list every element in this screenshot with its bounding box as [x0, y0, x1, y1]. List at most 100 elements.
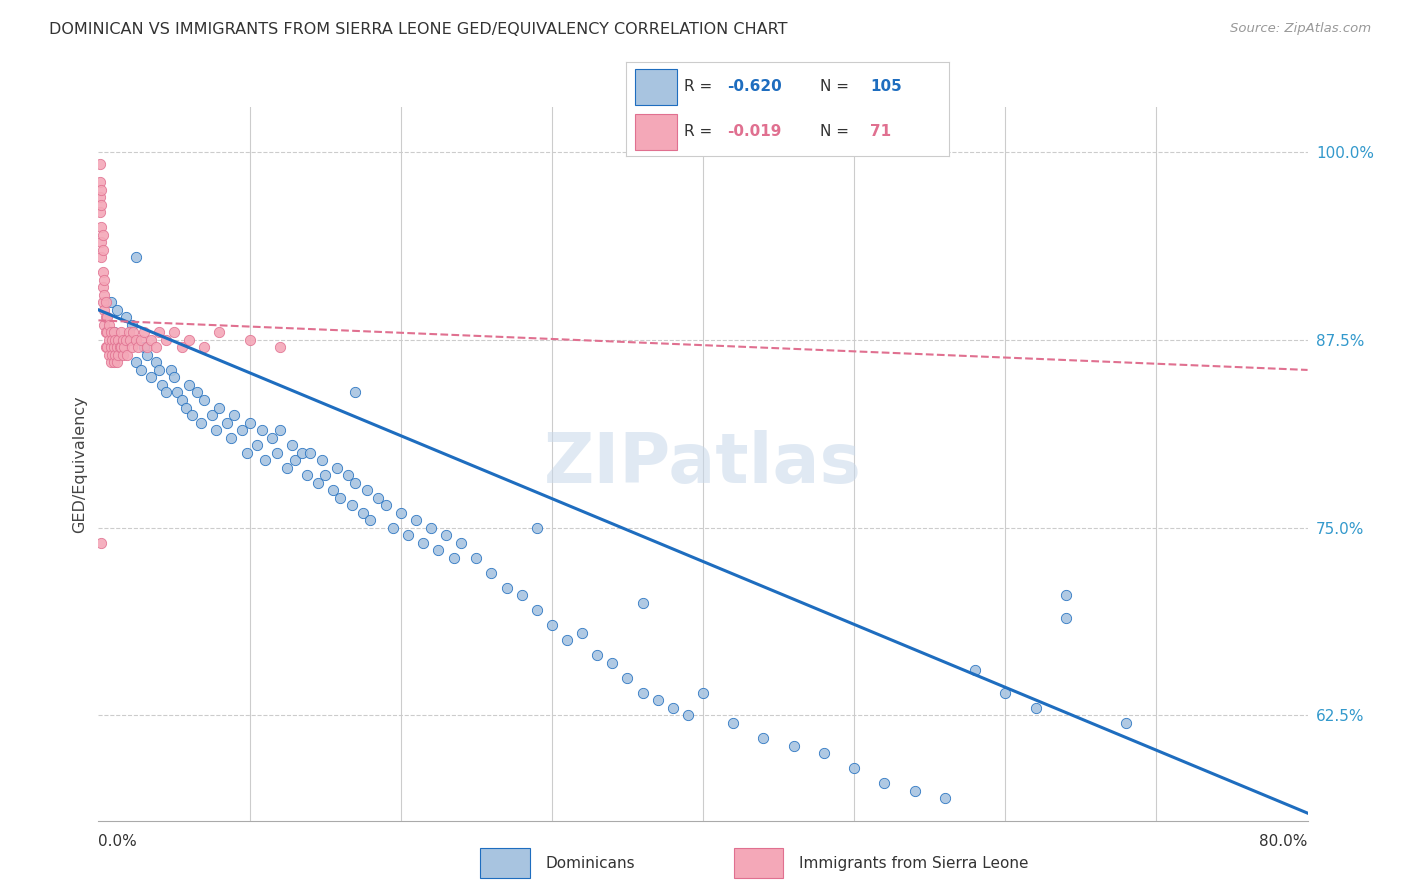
- Point: [367, 491, 389, 505]
- Point: [93, 318, 115, 332]
- Point: [135, 340, 157, 354]
- Point: [844, 761, 866, 775]
- Point: [105, 355, 128, 369]
- FancyBboxPatch shape: [481, 848, 530, 879]
- Point: [246, 438, 269, 452]
- Text: 105: 105: [870, 79, 901, 95]
- Point: [98, 333, 121, 347]
- Point: [90, 197, 112, 211]
- Point: [155, 333, 177, 347]
- Point: [90, 535, 112, 549]
- Point: [342, 498, 364, 512]
- Point: [112, 340, 135, 354]
- Point: [571, 625, 593, 640]
- Point: [120, 333, 142, 347]
- Point: [179, 333, 201, 347]
- Point: [163, 370, 186, 384]
- Point: [269, 423, 291, 437]
- Point: [382, 521, 405, 535]
- Point: [495, 581, 517, 595]
- Point: [103, 340, 125, 354]
- Point: [434, 528, 457, 542]
- Point: [90, 183, 112, 197]
- Point: [647, 693, 669, 707]
- Text: R =: R =: [683, 124, 717, 139]
- Point: [336, 468, 359, 483]
- Point: [540, 618, 562, 632]
- Point: [90, 220, 112, 235]
- Point: [193, 340, 215, 354]
- Point: [420, 521, 443, 535]
- Point: [141, 370, 163, 384]
- Point: [122, 326, 145, 340]
- Point: [103, 355, 125, 369]
- Point: [94, 310, 117, 325]
- Point: [98, 318, 121, 332]
- Point: [291, 445, 314, 459]
- Point: [314, 468, 336, 483]
- FancyBboxPatch shape: [636, 69, 678, 104]
- Point: [250, 423, 273, 437]
- Point: [344, 475, 367, 490]
- Point: [114, 333, 136, 347]
- Point: [299, 445, 322, 459]
- Text: DOMINICAN VS IMMIGRANTS FROM SIERRA LEONE GED/EQUIVALENCY CORRELATION CHART: DOMINICAN VS IMMIGRANTS FROM SIERRA LEON…: [49, 22, 787, 37]
- Point: [427, 543, 450, 558]
- Point: [121, 318, 143, 332]
- Point: [190, 416, 212, 430]
- Point: [166, 385, 188, 400]
- Point: [90, 235, 112, 250]
- Point: [602, 656, 624, 670]
- Point: [1115, 716, 1137, 731]
- Point: [129, 363, 152, 377]
- Text: -0.019: -0.019: [727, 124, 782, 139]
- Point: [91, 227, 114, 242]
- Point: [110, 340, 132, 354]
- Point: [904, 783, 927, 797]
- Point: [94, 340, 117, 354]
- Point: [91, 295, 114, 310]
- Text: Dominicans: Dominicans: [546, 855, 636, 871]
- Point: [108, 340, 131, 354]
- Point: [389, 506, 412, 520]
- Point: [813, 746, 835, 760]
- Point: [125, 250, 148, 264]
- Point: [239, 416, 262, 430]
- Point: [121, 340, 143, 354]
- Point: [326, 460, 349, 475]
- Point: [91, 265, 114, 279]
- Point: [103, 326, 125, 340]
- Point: [94, 295, 117, 310]
- Point: [396, 528, 419, 542]
- Point: [94, 326, 117, 340]
- Point: [129, 333, 152, 347]
- Point: [181, 408, 204, 422]
- Point: [160, 363, 183, 377]
- Point: [114, 310, 136, 325]
- Point: [104, 348, 127, 362]
- Point: [111, 348, 134, 362]
- Point: [150, 378, 173, 392]
- Point: [221, 431, 243, 445]
- Text: 71: 71: [870, 124, 891, 139]
- Point: [148, 363, 170, 377]
- Point: [141, 333, 163, 347]
- Point: [103, 326, 125, 340]
- Point: [201, 408, 224, 422]
- Point: [96, 310, 118, 325]
- Point: [526, 521, 548, 535]
- Point: [281, 438, 304, 452]
- Point: [284, 453, 307, 467]
- Point: [215, 416, 238, 430]
- Point: [170, 392, 193, 407]
- Point: [631, 686, 654, 700]
- Point: [443, 550, 465, 565]
- Point: [91, 243, 114, 257]
- Point: [115, 348, 138, 362]
- Point: [450, 535, 472, 549]
- Point: [510, 588, 533, 602]
- Point: [994, 686, 1017, 700]
- Point: [239, 333, 262, 347]
- Point: [132, 326, 155, 340]
- Text: Immigrants from Sierra Leone: Immigrants from Sierra Leone: [799, 855, 1028, 871]
